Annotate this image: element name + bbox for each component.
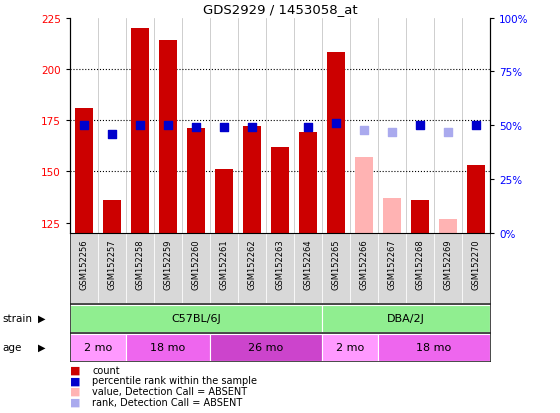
Point (444, 129, 452, 136)
Bar (238, 233, 266, 304)
Bar (98, 233, 126, 304)
Text: GSM152269: GSM152269 (444, 239, 452, 290)
Text: GSM152262: GSM152262 (248, 239, 256, 290)
Bar (378, 233, 406, 304)
Bar (154, 233, 182, 304)
Bar (406, 233, 434, 304)
Bar (70, 334, 126, 361)
Bar (210, 334, 322, 361)
Text: GSM152261: GSM152261 (220, 239, 228, 290)
Point (248, 125, 256, 131)
Bar (378, 334, 490, 361)
Text: GSM152263: GSM152263 (276, 239, 284, 290)
Bar (383, 199, 401, 233)
Text: ■: ■ (70, 386, 81, 396)
Point (80, 123, 88, 129)
Bar (467, 166, 485, 233)
Text: ▶: ▶ (38, 342, 45, 352)
Point (360, 127, 368, 133)
Text: ■: ■ (70, 375, 81, 385)
Text: DBA/2J: DBA/2J (387, 313, 425, 323)
Text: age: age (3, 342, 22, 352)
Text: GSM152270: GSM152270 (472, 239, 480, 290)
Bar (299, 133, 317, 233)
Text: C57BL/6J: C57BL/6J (171, 313, 221, 323)
Bar (434, 233, 462, 304)
Bar (159, 41, 177, 233)
Point (472, 123, 480, 129)
Bar (322, 334, 378, 361)
Bar (271, 147, 289, 233)
Text: rank, Detection Call = ABSENT: rank, Detection Call = ABSENT (92, 397, 242, 407)
Bar (131, 29, 149, 233)
Text: GSM152264: GSM152264 (304, 239, 312, 290)
Point (416, 123, 424, 129)
Bar (75, 109, 93, 233)
Bar (215, 170, 233, 233)
Text: 18 mo: 18 mo (417, 342, 451, 352)
Text: 18 mo: 18 mo (151, 342, 185, 352)
Point (164, 123, 172, 129)
Bar (411, 201, 429, 233)
Text: GSM152265: GSM152265 (332, 239, 340, 290)
Bar (355, 158, 373, 233)
Point (332, 121, 340, 127)
Text: 26 mo: 26 mo (249, 342, 283, 352)
Bar (327, 53, 345, 233)
Text: GSM152258: GSM152258 (136, 239, 144, 290)
Bar (350, 233, 378, 304)
Text: strain: strain (3, 313, 33, 323)
Text: GSM152260: GSM152260 (192, 239, 200, 290)
Bar (439, 219, 457, 233)
Bar (322, 305, 490, 332)
Title: GDS2929 / 1453058_at: GDS2929 / 1453058_at (203, 3, 357, 16)
Text: 2 mo: 2 mo (84, 342, 112, 352)
Bar (294, 233, 322, 304)
Bar (462, 233, 490, 304)
Bar (126, 334, 210, 361)
Point (304, 125, 312, 131)
Text: GSM152266: GSM152266 (360, 239, 368, 290)
Text: GSM152259: GSM152259 (164, 239, 172, 290)
Bar (70, 233, 98, 304)
Bar (210, 233, 238, 304)
Text: value, Detection Call = ABSENT: value, Detection Call = ABSENT (92, 386, 248, 396)
Point (136, 123, 144, 129)
Bar (266, 233, 294, 304)
Text: ▶: ▶ (38, 313, 45, 323)
Point (220, 125, 228, 131)
Bar (322, 233, 350, 304)
Bar (70, 305, 322, 332)
Text: GSM152267: GSM152267 (388, 239, 396, 290)
Bar (126, 233, 154, 304)
Bar (103, 201, 121, 233)
Point (192, 125, 200, 131)
Text: percentile rank within the sample: percentile rank within the sample (92, 375, 258, 385)
Text: count: count (92, 365, 120, 375)
Point (388, 129, 396, 136)
Text: GSM152257: GSM152257 (108, 239, 116, 290)
Bar (243, 127, 261, 233)
Bar (187, 129, 205, 233)
Text: GSM152268: GSM152268 (416, 239, 424, 290)
Text: 2 mo: 2 mo (336, 342, 364, 352)
Text: ■: ■ (70, 365, 81, 375)
Text: ■: ■ (70, 397, 81, 407)
Text: GSM152256: GSM152256 (80, 239, 88, 290)
Bar (182, 233, 210, 304)
Point (108, 131, 116, 138)
